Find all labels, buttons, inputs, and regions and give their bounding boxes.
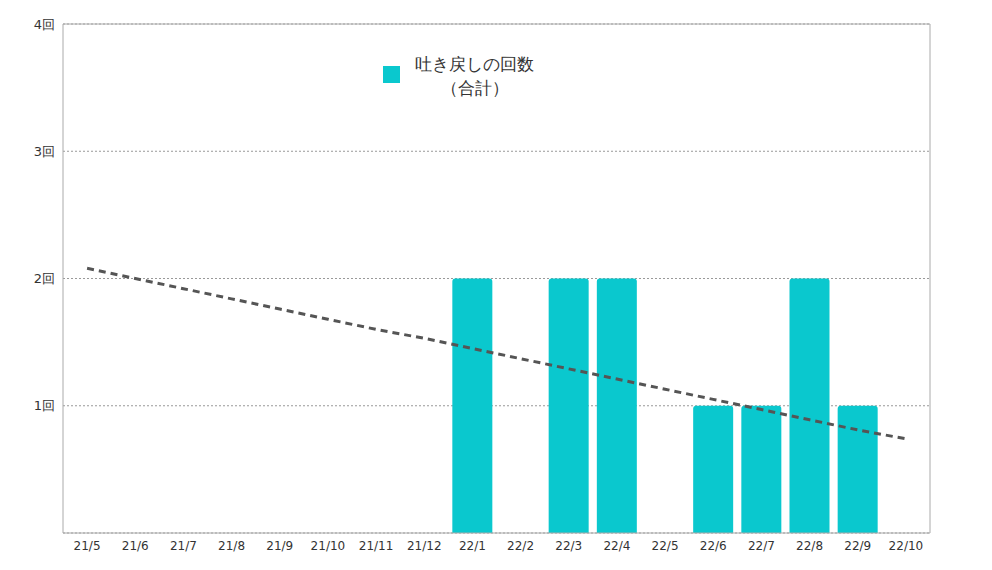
svg-text:21/9: 21/9 (266, 539, 293, 553)
svg-text:22/4: 22/4 (603, 539, 630, 553)
svg-text:21/7: 21/7 (170, 539, 197, 553)
svg-text:21/8: 21/8 (218, 539, 245, 553)
svg-text:2回: 2回 (34, 271, 55, 286)
svg-text:21/5: 21/5 (74, 539, 101, 553)
svg-text:22/2: 22/2 (507, 539, 534, 553)
html-text:吐き戻しの回数: 吐き戻しの回数 (415, 54, 534, 74)
svg-text:22/9: 22/9 (844, 539, 871, 553)
svg-text:21/10: 21/10 (311, 539, 346, 553)
svg-text:22/5: 22/5 (652, 539, 679, 553)
svg-text:3回: 3回 (34, 144, 55, 159)
svg-text:22/3: 22/3 (555, 539, 582, 553)
svg-text:21/6: 21/6 (122, 539, 149, 553)
svg-text:21/12: 21/12 (407, 539, 442, 553)
svg-text:4回: 4回 (34, 17, 55, 32)
svg-text:1回: 1回 (34, 398, 55, 413)
svg-text:22/8: 22/8 (796, 539, 823, 553)
svg-text:22/10: 22/10 (889, 539, 924, 553)
svg-text:22/1: 22/1 (459, 539, 486, 553)
svg-text:22/6: 22/6 (700, 539, 727, 553)
svg-text:22/7: 22/7 (748, 539, 775, 553)
html-text:（合計）: （合計） (440, 78, 509, 98)
svg-text:21/11: 21/11 (359, 539, 394, 553)
